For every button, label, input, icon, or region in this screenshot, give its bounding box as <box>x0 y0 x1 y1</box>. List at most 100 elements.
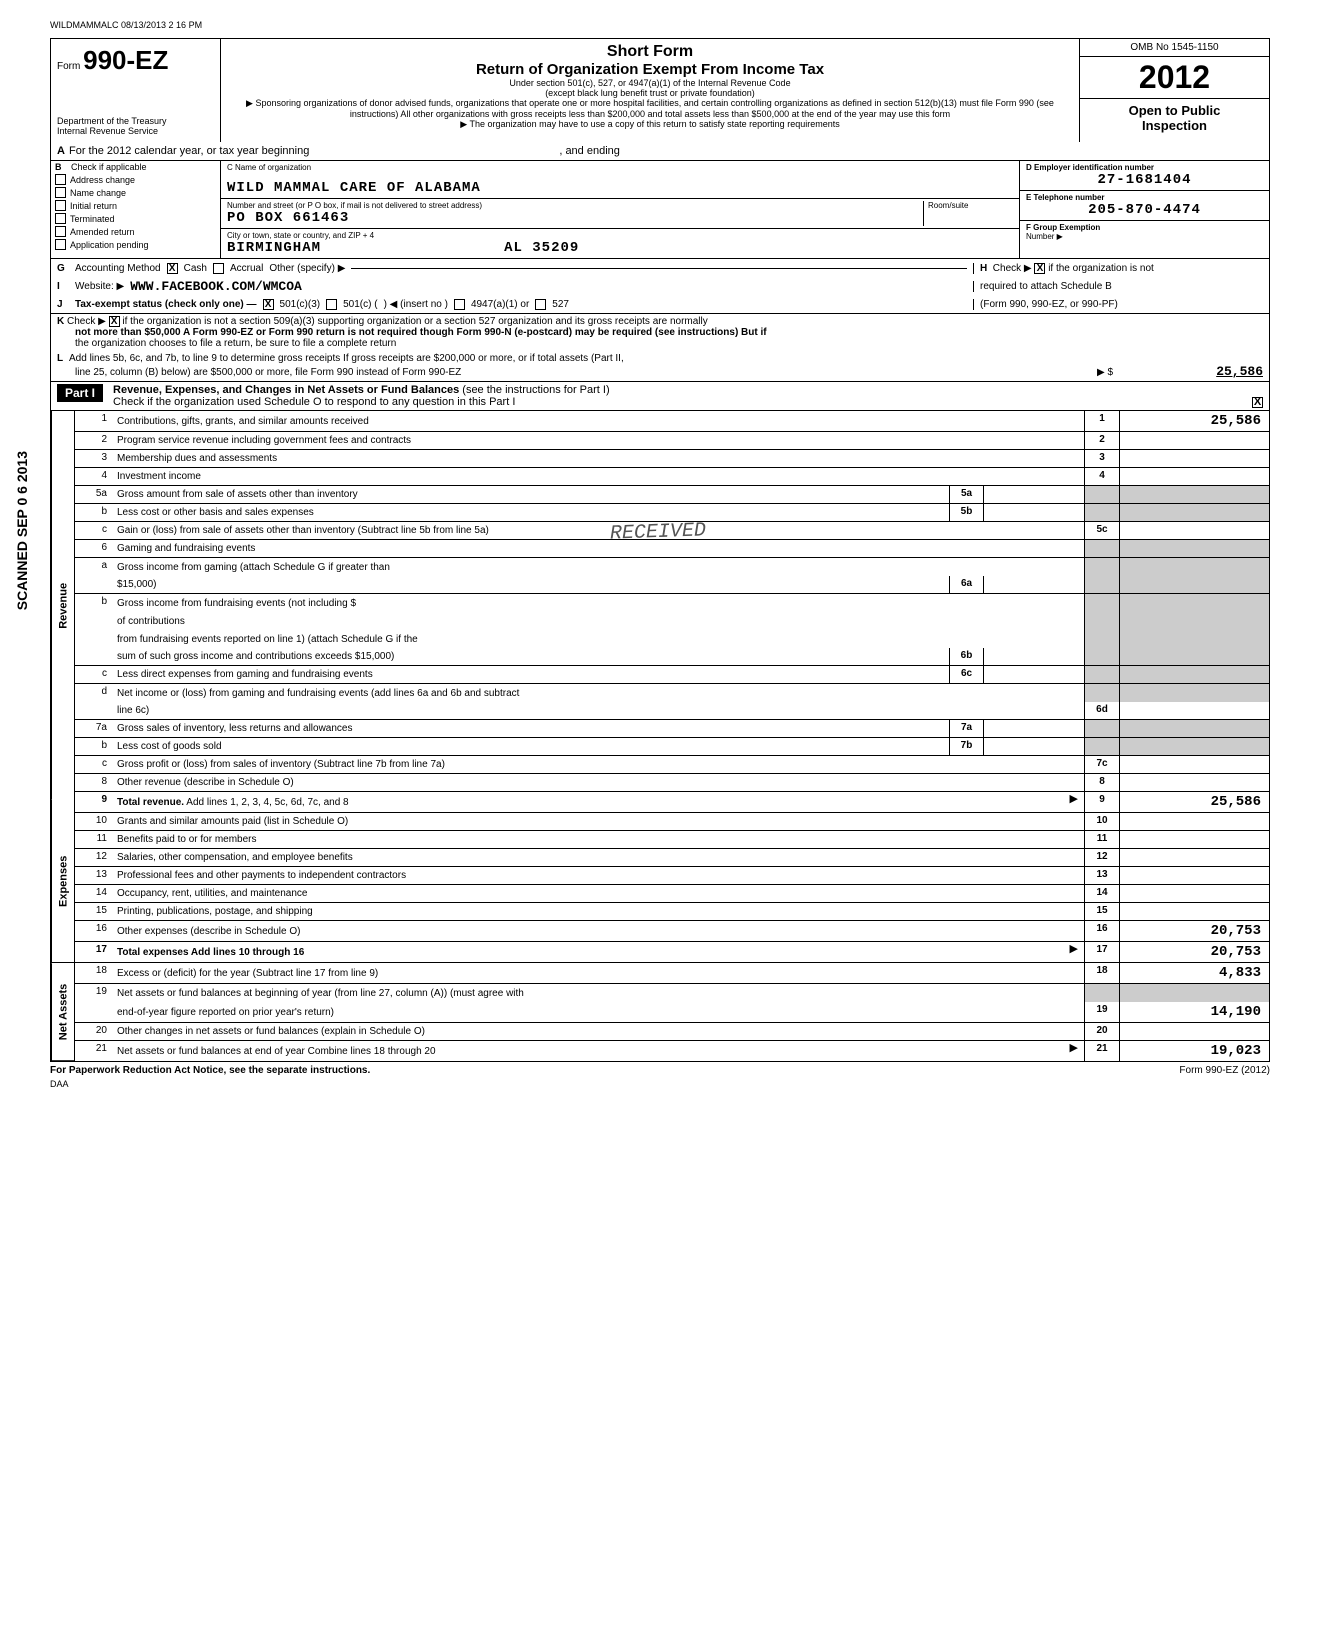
line-desc: Total expenses Add lines 10 through 16 <box>113 942 1064 962</box>
line-num: 20 <box>75 1023 113 1040</box>
chk-pending[interactable] <box>55 239 66 250</box>
4947-label: 4947(a)(1) or <box>471 299 529 310</box>
line-box: 16 <box>1084 921 1119 941</box>
chk-accrual[interactable] <box>213 263 224 274</box>
addr-value: PO BOX 661463 <box>227 210 923 226</box>
line-num: a <box>75 558 113 576</box>
line-num: c <box>75 666 113 683</box>
table-row: 19Net assets or fund balances at beginni… <box>75 984 1269 1002</box>
form-header: Form 990-EZ Department of the Treasury I… <box>50 38 1270 142</box>
table-row: 10Grants and similar amounts paid (list … <box>75 813 1269 831</box>
table-row: 16Other expenses (describe in Schedule O… <box>75 921 1269 942</box>
line-desc: Less cost or other basis and sales expen… <box>113 504 949 521</box>
table-row: of contributions <box>75 612 1269 630</box>
line-amount <box>1119 720 1269 737</box>
inner-box: 5b <box>949 504 984 521</box>
line-box <box>1084 612 1119 630</box>
letter-b: B <box>55 162 67 172</box>
lbl-initial: Initial return <box>70 201 117 211</box>
line-amount: 25,586 <box>1119 411 1269 431</box>
tax-year: 2012 <box>1080 57 1269 98</box>
line-box: 17 <box>1084 942 1119 962</box>
table-row: cGross profit or (loss) from sales of in… <box>75 756 1269 774</box>
chk-cash[interactable]: X <box>167 263 178 274</box>
omb-number: OMB No 1545-1150 <box>1080 39 1269 57</box>
line-desc: end-of-year figure reported on prior yea… <box>113 1002 1084 1022</box>
line-num: 14 <box>75 885 113 902</box>
line-box <box>1084 540 1119 557</box>
line-box: 11 <box>1084 831 1119 848</box>
part1-table: Revenue Expenses Net Assets 1Contributio… <box>50 411 1270 1062</box>
line-box: 4 <box>1084 468 1119 485</box>
table-row: 5aGross amount from sale of assets other… <box>75 486 1269 504</box>
line-box <box>1084 504 1119 521</box>
chk-part1-schedo[interactable]: X <box>1252 397 1263 408</box>
line-num: b <box>75 504 113 521</box>
line-num: c <box>75 522 113 539</box>
chk-h[interactable]: X <box>1034 263 1045 274</box>
letter-i: I <box>57 281 69 292</box>
line-box: 8 <box>1084 774 1119 791</box>
line-box <box>1084 594 1119 612</box>
chk-4947[interactable] <box>454 299 465 310</box>
line-desc: Excess or (deficit) for the year (Subtra… <box>113 963 1084 983</box>
line-num: 21 <box>75 1041 113 1061</box>
line-desc: Gross sales of inventory, less returns a… <box>113 720 949 737</box>
inner-box: 7b <box>949 738 984 755</box>
line-amount <box>1119 486 1269 503</box>
line-amount <box>1119 867 1269 884</box>
inner-amount <box>984 504 1084 521</box>
lbl-terminated: Terminated <box>70 214 115 224</box>
line-num: b <box>75 738 113 755</box>
chk-address[interactable] <box>55 174 66 185</box>
line-amount <box>1119 684 1269 702</box>
inner-amount <box>984 576 1084 593</box>
chk-initial[interactable] <box>55 200 66 211</box>
line-box: 2 <box>1084 432 1119 449</box>
h-text2: if the organization is not <box>1048 263 1154 274</box>
table-row: 8Other revenue (describe in Schedule O)8 <box>75 774 1269 792</box>
k-text1: Check ▶ <box>67 316 106 327</box>
inner-amount <box>984 720 1084 737</box>
arrow-icon: ▶ <box>1064 1041 1084 1061</box>
line-desc: Gross profit or (loss) from sales of inv… <box>113 756 1084 773</box>
chk-501c3[interactable]: X <box>263 299 274 310</box>
chk-terminated[interactable] <box>55 213 66 224</box>
table-row: 12Salaries, other compensation, and empl… <box>75 849 1269 867</box>
chk-name[interactable] <box>55 187 66 198</box>
chk-k[interactable]: X <box>109 316 120 327</box>
line-num: 2 <box>75 432 113 449</box>
line-amount: 25,586 <box>1119 792 1269 812</box>
527-label: 527 <box>552 299 569 310</box>
h-text3: required to attach Schedule B <box>973 281 1263 292</box>
top-timestamp: WILDMAMMALC 08/13/2013 2 16 PM <box>50 20 1270 30</box>
chk-amended[interactable] <box>55 226 66 237</box>
table-row: 1Contributions, gifts, grants, and simil… <box>75 411 1269 432</box>
line-desc: Gross amount from sale of assets other t… <box>113 486 949 503</box>
chk-501c[interactable] <box>326 299 337 310</box>
line-desc: Program service revenue including govern… <box>113 432 1084 449</box>
arrow-icon: ▶ <box>1064 942 1084 962</box>
line-desc: Benefits paid to or for members <box>113 831 1084 848</box>
check-if-label: Check if applicable <box>71 162 147 172</box>
part1-label: Part I <box>57 384 103 402</box>
table-row: bGross income from fundraising events (n… <box>75 594 1269 612</box>
table-row: 15Printing, publications, postage, and s… <box>75 903 1269 921</box>
line-desc: Total revenue. Add lines 1, 2, 3, 4, 5c,… <box>113 792 1064 812</box>
501c3-label: 501(c)(3) <box>280 299 321 310</box>
table-row: sum of such gross income and contributio… <box>75 648 1269 666</box>
line-desc: Contributions, gifts, grants, and simila… <box>113 411 1084 431</box>
irs-label: Internal Revenue Service <box>57 126 214 136</box>
line-a: A For the 2012 calendar year, or tax yea… <box>50 142 1270 161</box>
d-label: D Employer identification number <box>1026 163 1263 172</box>
line-desc: Other expenses (describe in Schedule O) <box>113 921 1084 941</box>
line-amount <box>1119 576 1269 593</box>
table-row: 17 Total expenses Add lines 10 through 16… <box>75 942 1269 963</box>
line-num: 16 <box>75 921 113 941</box>
form-prefix: Form <box>57 61 80 72</box>
letter-g: G <box>57 263 69 274</box>
accrual-label: Accrual <box>230 263 263 274</box>
line-box: 14 <box>1084 885 1119 902</box>
chk-527[interactable] <box>535 299 546 310</box>
line-box: 15 <box>1084 903 1119 920</box>
